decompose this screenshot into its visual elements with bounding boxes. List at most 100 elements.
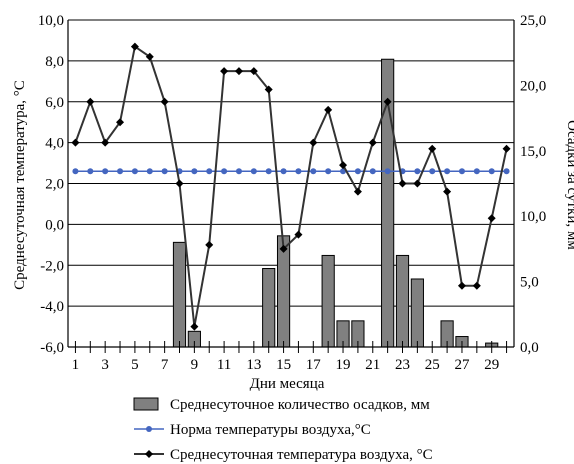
norm-temperature-point: [473, 168, 480, 175]
x-tick-label: 21: [365, 357, 380, 373]
norm-temperature-point: [146, 168, 153, 175]
x-axis-title: Дни месяца: [250, 376, 325, 392]
right-axis-title: Осадки за сутки, мм: [564, 120, 574, 250]
norm-temperature-point: [444, 168, 451, 175]
legend-swatch-norm-marker: [146, 426, 152, 432]
legend-swatch-precipitation: [133, 397, 159, 411]
daily-temperature-point: [130, 42, 139, 51]
left-axis-title: Среднесуточная температура, °С: [12, 80, 28, 290]
norm-temperature-point: [414, 168, 421, 175]
daily-temperature-point: [339, 161, 348, 170]
daily-temperature-point: [443, 187, 452, 196]
x-tick-label: 3: [101, 357, 109, 373]
left-tick-label: -2,0: [40, 258, 64, 274]
norm-temperature-point: [384, 168, 391, 175]
left-tick-label: 6,0: [45, 95, 64, 111]
norm-temperature-point: [87, 168, 94, 175]
left-tick-label: 10,0: [38, 13, 64, 29]
daily-temperature-point: [145, 52, 154, 61]
norm-temperature-point: [72, 168, 79, 175]
norm-temperature-point: [310, 168, 317, 175]
norm-temperature-point: [325, 168, 332, 175]
x-tick-label: 9: [191, 357, 199, 373]
daily-temperature-point: [428, 144, 437, 153]
daily-temperature-point: [413, 179, 422, 188]
legend-item-precipitation: Среднесуточное количество осадков, мм: [133, 397, 430, 413]
norm-temperature-point: [191, 168, 198, 175]
norm-temperature-point: [488, 168, 495, 175]
left-tick-label: 0,0: [45, 217, 64, 233]
legend-item-norm-temperature: Норма температуры воздуха,°С: [134, 422, 371, 438]
legend-label-precipitation: Среднесуточное количество осадков, мм: [170, 397, 430, 413]
daily-temperature-point: [324, 105, 333, 114]
norm-temperature-point: [206, 168, 213, 175]
norm-temperature-point: [369, 168, 376, 175]
norm-temperature-point: [250, 168, 257, 175]
norm-temperature-point: [221, 168, 228, 175]
daily-temperature-point: [279, 244, 288, 253]
precipitation-bar: [172, 241, 187, 348]
daily-temperature-point: [383, 97, 392, 106]
daily-temperature-point: [101, 138, 110, 147]
daily-temperature-series: [71, 42, 511, 331]
norm-temperature-point: [354, 168, 361, 175]
daily-temperature-point: [175, 179, 184, 188]
right-tick-label: 25,0: [520, 13, 546, 29]
precipitation-bar: [321, 254, 335, 348]
x-axis-tick-labels: 1 3 5 7 9 11 13 15 17 19 21 23 25 27 29: [72, 357, 500, 373]
x-tick-label: 13: [246, 357, 261, 373]
right-tick-label: 20,0: [520, 78, 546, 94]
right-tick-label: 5,0: [520, 275, 539, 291]
x-tick-label: 5: [131, 357, 139, 373]
legend-item-daily-temperature: Среднесуточная температура воздуха, °С: [134, 447, 433, 463]
right-axis-tick-labels: 0,0 5,0 10,0 15,0 20,0 25,0: [520, 13, 546, 356]
legend: Среднесуточное количество осадков, мм Но…: [133, 397, 433, 463]
daily-temperature-point: [249, 67, 258, 76]
daily-temperature-point: [502, 144, 511, 153]
left-tick-label: -4,0: [40, 299, 64, 315]
daily-temperature-point: [160, 97, 169, 106]
daily-temperature-point: [264, 85, 273, 94]
daily-temperature-point: [309, 138, 318, 147]
x-tick-label: 1: [72, 357, 80, 373]
norm-temperature-point: [117, 168, 124, 175]
daily-temperature-point: [487, 214, 496, 223]
daily-temperature-point: [234, 67, 243, 76]
norm-temperature-point: [429, 168, 436, 175]
precipitation-bar: [395, 254, 410, 348]
daily-temperature-point: [294, 230, 303, 239]
legend-label-daily-temperature: Среднесуточная температура воздуха, °С: [170, 447, 433, 463]
x-tick-label: 23: [395, 357, 410, 373]
daily-temperature-point: [205, 240, 214, 249]
x-tick-label: 11: [217, 357, 231, 373]
daily-temperature-point: [368, 138, 377, 147]
x-tick-label: 17: [306, 357, 322, 373]
x-tick-label: 27: [454, 357, 470, 373]
norm-temperature-point: [503, 168, 510, 175]
norm-temperature-point: [280, 168, 287, 175]
norm-temperature-point: [295, 168, 302, 175]
daily-temperature-point: [86, 97, 95, 106]
right-tick-label: 10,0: [520, 209, 546, 225]
precipitation-bar: [410, 278, 424, 348]
axes: [67, 20, 515, 353]
left-axis-tick-labels: -6,0 -4,0 -2,0 0,0 2,0 4,0 6,0 8,0 10,0: [38, 13, 64, 356]
daily-temperature-line: [74, 44, 508, 327]
norm-temperature-point: [458, 168, 465, 175]
left-tick-label: 4,0: [45, 136, 64, 152]
legend-swatch-temperature-marker: [145, 450, 153, 458]
norm-temperature-point: [235, 168, 242, 175]
daily-temperature-point: [116, 118, 125, 127]
legend-label-norm-temperature: Норма температуры воздуха,°С: [170, 422, 371, 438]
daily-temperature-point: [457, 281, 466, 290]
right-tick-label: 15,0: [520, 144, 546, 160]
norm-temperature-point: [131, 168, 138, 175]
left-tick-label: 2,0: [45, 177, 64, 193]
left-tick-label: -6,0: [40, 340, 64, 356]
precipitation-bar: [262, 268, 276, 348]
x-tick-label: 19: [336, 357, 351, 373]
daily-temperature-point: [190, 322, 199, 331]
x-tick-label: 15: [276, 357, 291, 373]
norm-temperature-point: [161, 168, 168, 175]
